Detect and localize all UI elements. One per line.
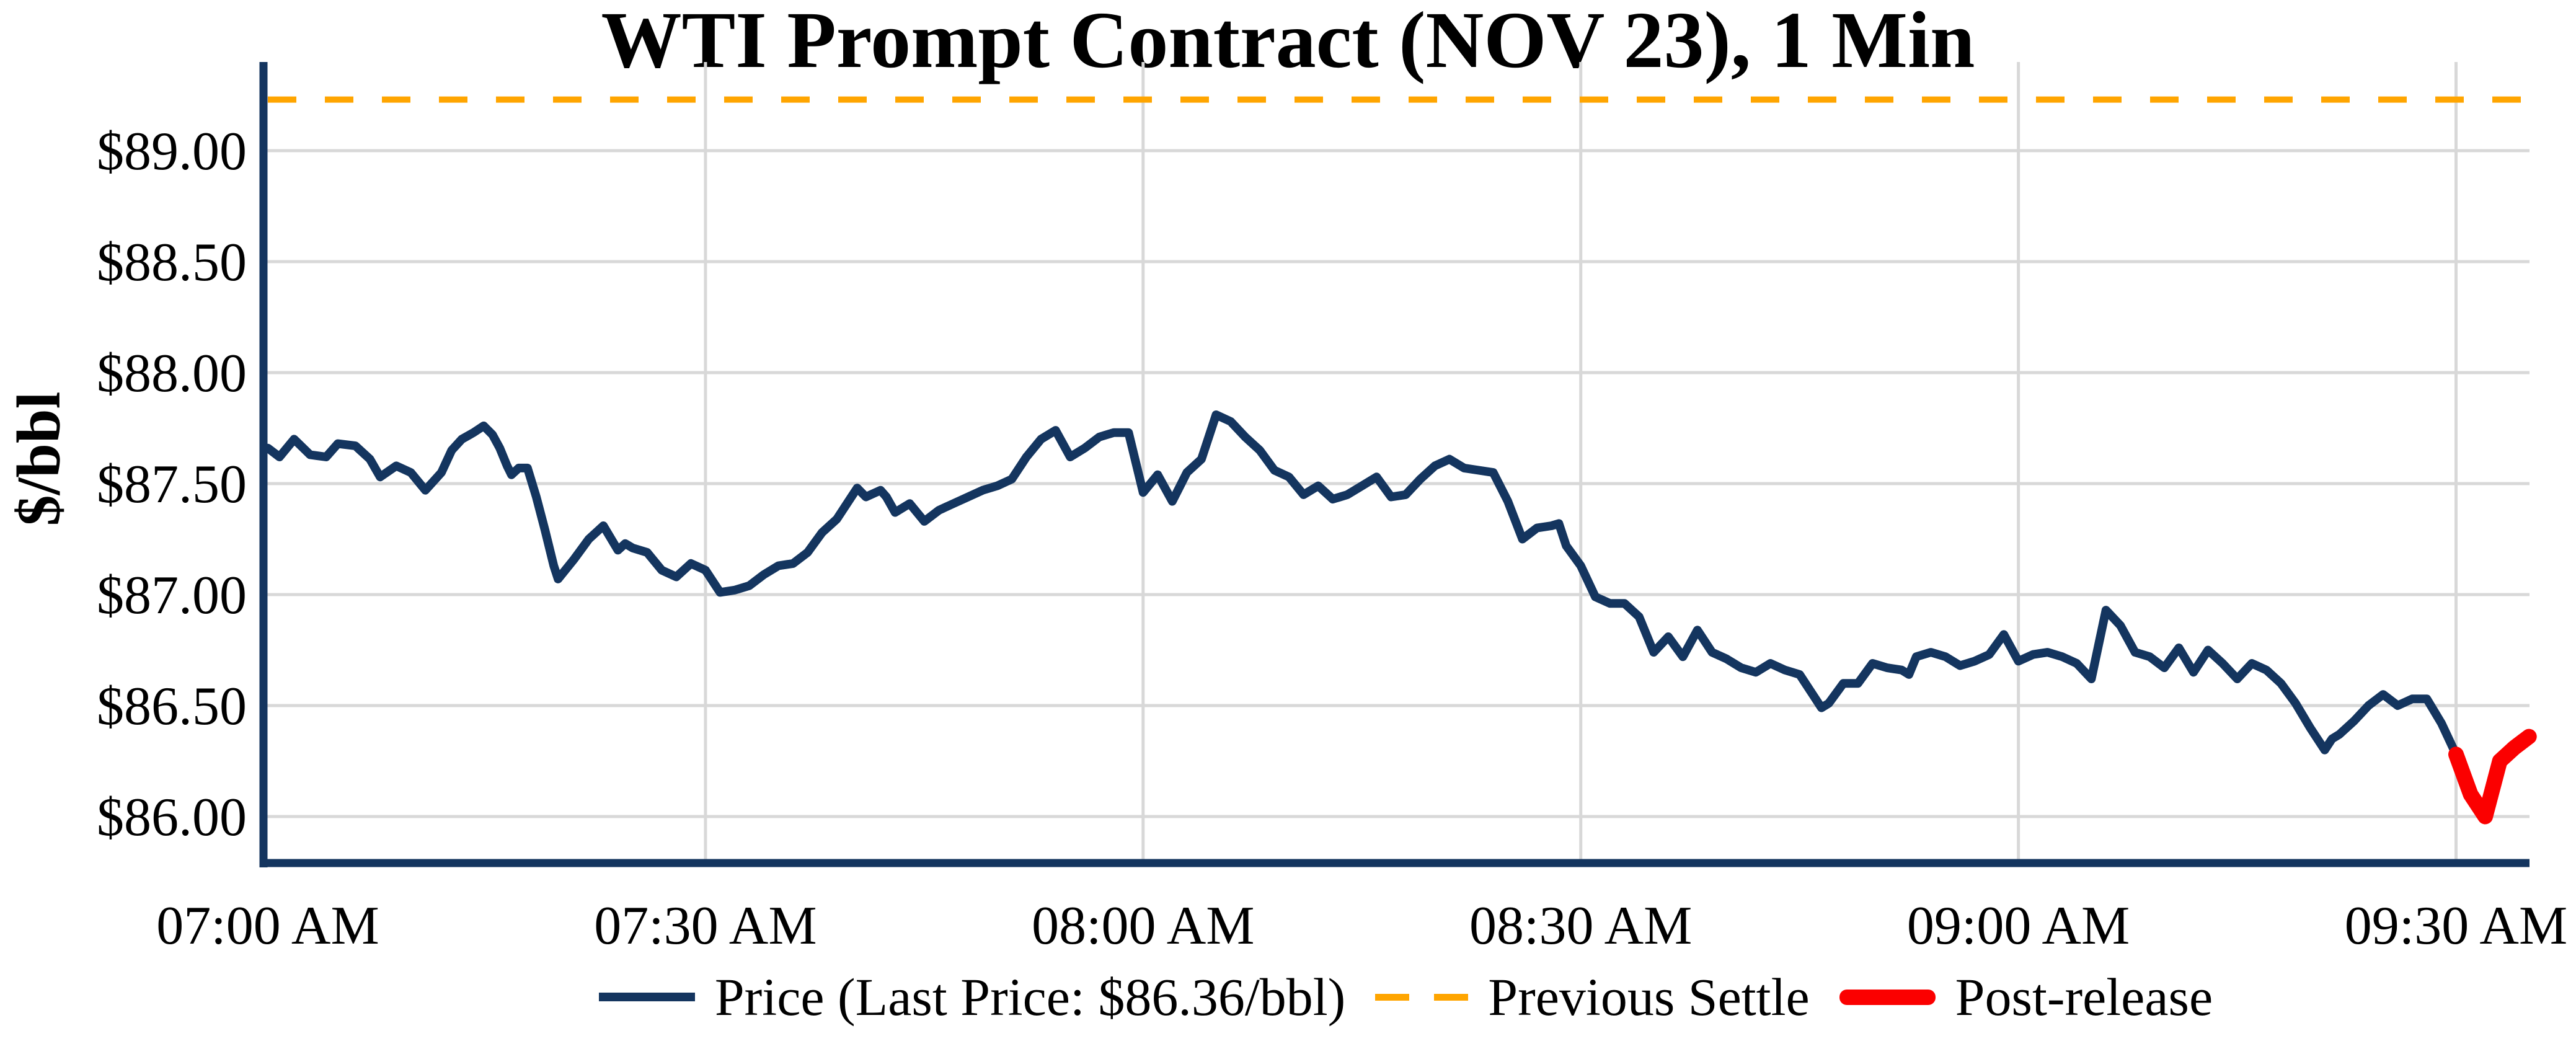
y-tick-label: $86.50 xyxy=(97,676,247,737)
post-release-line xyxy=(2448,728,2537,825)
legend-item-previous-settle: Previous Settle xyxy=(1375,966,1810,1028)
legend-label-price: Price (Last Price: $86.36/bbl) xyxy=(714,967,1346,1027)
y-tick-label: $88.00 xyxy=(97,343,247,404)
legend: Price (Last Price: $86.36/bbl) Previous … xyxy=(0,966,2576,1028)
y-tick-label: $87.50 xyxy=(97,454,247,515)
y-tick-label: $88.50 xyxy=(97,232,247,293)
legend-label-previous-settle: Previous Settle xyxy=(1488,967,1810,1027)
gridlines xyxy=(263,62,2530,863)
y-tick-label: $87.00 xyxy=(97,565,247,626)
price-line xyxy=(263,410,2461,759)
x-tick-label: 09:30 AM xyxy=(2345,896,2567,956)
price-series-group xyxy=(263,410,2537,825)
y-tick-label: $86.00 xyxy=(97,787,247,848)
x-tick-labels: 07:00 AM 07:30 AM 08:00 AM 08:30 AM 09:00 AM… xyxy=(156,896,2567,956)
y-tick-labels: $89.00 $88.50 $88.00 $87.50 $87.00 $86.50 $86.… xyxy=(97,122,247,848)
y-tick-label: $89.00 xyxy=(97,122,247,182)
axis-spines xyxy=(259,62,2530,867)
price-line-swatch xyxy=(598,993,695,1001)
legend-item-post-release: Post-release xyxy=(1839,966,2213,1028)
legend-label-post-release: Post-release xyxy=(1955,967,2213,1027)
previous-settle-swatch xyxy=(1375,993,1469,1001)
x-tick-label: 09:00 AM xyxy=(1907,896,2130,956)
post-release-swatch xyxy=(1839,989,1936,1005)
x-tick-label: 07:30 AM xyxy=(594,896,817,956)
x-tick-label: 07:00 AM xyxy=(156,896,379,956)
x-tick-label: 08:30 AM xyxy=(1469,896,1692,956)
legend-item-price: Price (Last Price: $86.36/bbl) xyxy=(598,966,1346,1028)
chart-title: WTI Prompt Contract (NOV 23), 1 Min xyxy=(601,0,1975,85)
x-tick-label: 08:00 AM xyxy=(1032,896,1254,956)
